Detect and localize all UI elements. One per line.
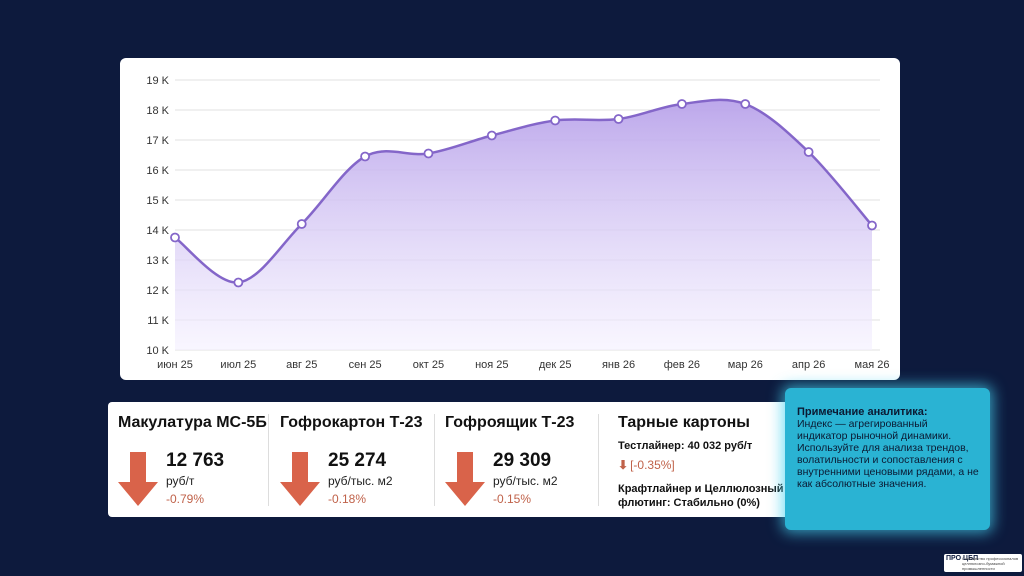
data-point: [423, 148, 434, 159]
metric-value: 25 274: [328, 450, 387, 471]
series-line: [174, 98, 873, 284]
metric-value: 12 763: [166, 450, 225, 471]
cartons-testliner: Тестлайнер: 40 032 руб/т: [618, 440, 753, 452]
divider: [268, 414, 269, 506]
data-point: [486, 130, 497, 141]
metric-title: Гофроящик Т-23: [445, 414, 575, 431]
cartons-title: Тарные картоны: [618, 414, 750, 431]
x-tick-label: июл 25: [220, 359, 256, 371]
arrow-down-icon: [118, 452, 158, 506]
data-point: [296, 219, 307, 229]
metric-change: -0.79%: [166, 492, 205, 506]
data-point: [677, 99, 687, 109]
metric-change: -0.15%: [493, 492, 532, 506]
data-point: [740, 99, 751, 109]
arrow-down-icon: [280, 452, 320, 506]
note-text: Индекс — агрегированный индикатор рыночн…: [797, 418, 979, 490]
arrow-down-icon: [445, 452, 485, 506]
area-fill: [175, 99, 872, 350]
metric-title: Гофрокартон Т-23: [280, 414, 423, 431]
x-tick-label: июн 25: [157, 359, 193, 371]
data-point: [550, 115, 561, 126]
cartons-kraftliner: Крафтлайнер и Целлюлозный флютинг: Стаби…: [618, 483, 784, 509]
x-tick-label: ноя 25: [475, 359, 508, 371]
metric-gofrokarton: Гофрокартон Т-23 25 274 руб/тыс. м2 -0.1…: [270, 402, 434, 517]
metric-title: Макулатура МС-5Б: [118, 414, 267, 431]
metric-value: 29 309: [493, 450, 552, 471]
metric-unit: руб/т: [166, 474, 195, 488]
divider: [434, 414, 435, 506]
logo-text: Сообщество профессионалов целлюлозно-бум…: [962, 556, 1019, 571]
y-tick-label: 18 K: [146, 105, 169, 117]
metrics-panel: Макулатура МС-5Б 12 763 руб/т -0.79% Гоф…: [108, 402, 900, 517]
logo-mark: ПРО ЦБП: [946, 555, 979, 562]
metric-gofroyaschik: Гофроящик Т-23 29 309 руб/тыс. м2 -0.15%: [435, 402, 595, 517]
x-tick-label: мар 26: [728, 359, 763, 371]
x-tick-label: дек 25: [539, 359, 572, 371]
y-tick-label: 15 K: [146, 195, 169, 207]
y-tick-label: 10 K: [146, 345, 169, 357]
divider: [598, 414, 599, 506]
metric-unit: руб/тыс. м2: [493, 474, 558, 488]
analyst-note: Примечание аналитика: Индекс — агрегиров…: [785, 388, 990, 530]
y-tick-label: 13 K: [146, 255, 169, 267]
x-tick-label: янв 26: [602, 359, 635, 371]
data-point: [360, 151, 370, 162]
data-point: [867, 220, 877, 231]
logo: ПРО ЦБП Сообщество профессионалов целлюл…: [944, 554, 1022, 572]
data-point: [803, 147, 814, 157]
x-tick-label: окт 25: [413, 359, 444, 371]
y-tick-label: 19 K: [146, 75, 169, 87]
data-point: [233, 277, 244, 288]
y-tick-label: 11 K: [147, 315, 169, 327]
cartons-change: ⬇ [-0.35%]: [618, 458, 675, 472]
x-tick-label: сен 25: [349, 359, 382, 371]
x-tick-label: мая 26: [855, 359, 890, 371]
data-point: [613, 114, 624, 124]
note-title: Примечание аналитика:: [797, 406, 928, 418]
y-tick-label: 14 K: [146, 225, 169, 237]
y-tick-label: 17 K: [146, 135, 169, 147]
y-tick-label: 12 K: [146, 285, 169, 297]
x-tick-label: фев 26: [664, 359, 700, 371]
y-tick-label: 16 K: [146, 165, 169, 177]
metric-cartons: Тарные картоны Тестлайнер: 40 032 руб/т …: [608, 402, 808, 517]
x-tick-label: апр 26: [792, 359, 825, 371]
x-tick-label: авг 25: [286, 359, 317, 371]
cartons-change-value: [-0.35%]: [630, 458, 675, 472]
metric-makulatura: Макулатура МС-5Б 12 763 руб/т -0.79%: [108, 402, 268, 517]
small-arrow-down-icon: ⬇: [618, 458, 629, 472]
price-index-chart: 10 K 11 K 12 K 13 K 14 K 15 K 16 K 17 K 18 K 19 K…: [120, 58, 900, 380]
data-point: [170, 232, 180, 243]
metric-unit: руб/тыс. м2: [328, 474, 393, 488]
chart-svg: 10 K 11 K 12 K 13 K 14 K 15 K 16 K 17 K 18 K 19 K…: [146, 75, 890, 371]
metric-change: -0.18%: [328, 492, 367, 506]
